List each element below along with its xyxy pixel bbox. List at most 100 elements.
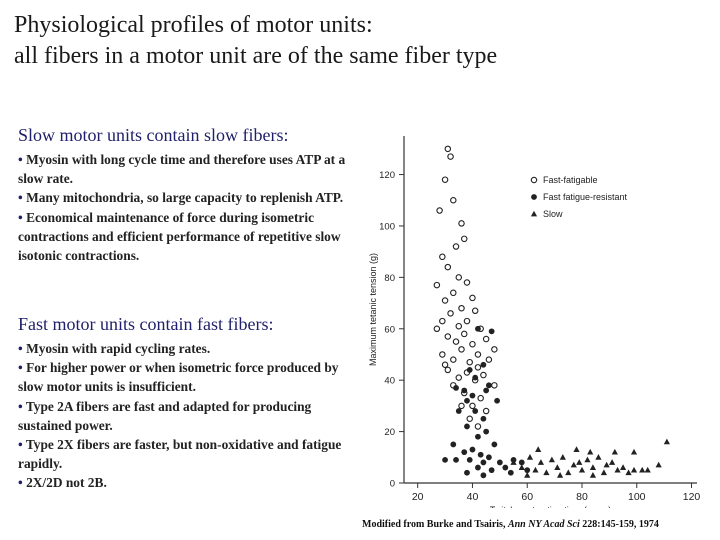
bullet-item: • Type 2X fibers are faster, but non-oxi… bbox=[18, 435, 358, 473]
fast-units-heading: Fast motor units contain fast fibers: bbox=[18, 314, 274, 334]
data-point-filled-circle bbox=[477, 451, 484, 458]
data-point-open-circle bbox=[455, 374, 463, 381]
data-point-filled-circle bbox=[464, 423, 470, 430]
slow-units-heading: Slow motor units contain slow fibers: bbox=[18, 125, 289, 145]
y-tick-label: 20 bbox=[384, 427, 395, 438]
data-point-open-circle bbox=[491, 346, 498, 353]
data-point-filled-triangle bbox=[600, 469, 607, 476]
data-point-filled-triangle bbox=[518, 464, 525, 470]
data-point-filled-circle bbox=[496, 459, 503, 466]
data-point-filled-triangle bbox=[630, 448, 638, 455]
x-tick-label: 40 bbox=[467, 491, 479, 503]
data-point-filled-circle bbox=[461, 387, 468, 394]
data-point-open-circle bbox=[460, 235, 468, 243]
y-tick-label: 0 bbox=[390, 479, 395, 490]
caption-journal: Ann NY Acad Sci bbox=[507, 519, 580, 530]
data-point-filled-circle bbox=[461, 449, 468, 456]
bullet-text: Economical maintenance of force during i… bbox=[18, 209, 341, 264]
bullet-dot-icon: • bbox=[18, 475, 23, 491]
data-point-filled-circle bbox=[480, 472, 487, 479]
data-point-filled-circle bbox=[469, 446, 476, 453]
legend-label: Slow bbox=[543, 209, 563, 219]
data-point-filled-triangle bbox=[559, 453, 566, 460]
data-point-open-circle bbox=[480, 371, 487, 379]
data-point-open-circle bbox=[469, 340, 476, 348]
bullet-dot-icon: • bbox=[18, 398, 23, 414]
data-point-filled-triangle bbox=[639, 466, 646, 473]
bullet-item: • Myosin with rapid cycling rates. bbox=[18, 339, 358, 358]
data-point-filled-circle bbox=[480, 361, 487, 368]
data-point-filled-circle bbox=[455, 408, 462, 414]
data-point-filled-circle bbox=[502, 464, 509, 471]
data-point-filled-triangle bbox=[655, 461, 662, 468]
data-point-open-circle bbox=[436, 207, 443, 214]
data-point-filled-triangle bbox=[556, 471, 564, 478]
data-point-filled-triangle bbox=[614, 466, 621, 473]
x-tick-label: 100 bbox=[628, 491, 646, 503]
bullet-dot-icon: • bbox=[18, 152, 23, 167]
data-point-filled-triangle bbox=[630, 466, 638, 473]
data-point-open-circle bbox=[444, 366, 452, 374]
data-point-filled-circle bbox=[453, 456, 459, 463]
data-point-filled-circle bbox=[475, 433, 481, 440]
slide-title: Physiological profiles of motor units: a… bbox=[14, 10, 714, 72]
data-point-filled-triangle bbox=[644, 466, 651, 473]
data-point-filled-triangle bbox=[537, 459, 545, 465]
data-point-open-circle bbox=[433, 325, 441, 333]
data-point-filled-triangle bbox=[576, 459, 583, 465]
data-point-open-circle bbox=[441, 361, 449, 369]
data-point-filled-circle bbox=[483, 387, 490, 394]
bullet-dot-icon: • bbox=[18, 437, 23, 453]
data-point-open-circle bbox=[450, 356, 457, 363]
data-point-filled-triangle bbox=[619, 464, 627, 470]
data-point-open-circle bbox=[447, 153, 454, 160]
data-point-filled-circle bbox=[518, 459, 525, 466]
data-point-filled-circle bbox=[488, 467, 495, 474]
data-point-filled-circle bbox=[491, 441, 498, 448]
data-point-filled-circle bbox=[472, 374, 479, 381]
data-point-filled-circle bbox=[475, 325, 481, 332]
data-point-filled-circle bbox=[507, 469, 514, 476]
data-point-open-circle bbox=[482, 335, 490, 343]
x-tick-label: 20 bbox=[412, 491, 424, 503]
data-point-filled-circle bbox=[469, 392, 476, 399]
data-point-filled-triangle bbox=[663, 438, 670, 445]
data-point-filled-circle bbox=[480, 415, 487, 422]
slow-units-section: Slow motor units contain slow fibers: • … bbox=[18, 123, 358, 265]
data-point-filled-triangle bbox=[565, 469, 572, 476]
bullet-text: Myosin with long cycle time and therefor… bbox=[18, 152, 346, 187]
data-point-filled-triangle bbox=[526, 453, 534, 460]
data-point-filled-triangle bbox=[589, 464, 597, 470]
y-tick-label: 40 bbox=[384, 376, 395, 387]
y-tick-label: 60 bbox=[384, 324, 395, 335]
data-point-open-circle bbox=[463, 279, 471, 286]
data-point-open-circle bbox=[463, 317, 471, 325]
scatter-chart: 0 20 40 60 80 100 120 20 40 60 80 100 120 Twitch cont… bbox=[368, 136, 700, 508]
data-point-open-circle bbox=[439, 351, 446, 358]
bullet-text: Myosin with rapid cycling rates. bbox=[26, 341, 211, 356]
data-point-filled-circle bbox=[450, 441, 457, 448]
data-point-open-circle bbox=[441, 297, 449, 304]
data-point-filled-triangle bbox=[625, 469, 632, 476]
data-point-filled-circle bbox=[442, 456, 448, 463]
data-point-open-circle bbox=[458, 402, 465, 410]
data-point-filled-triangle bbox=[548, 456, 555, 463]
data-point-filled-circle bbox=[494, 397, 501, 404]
data-point-open-circle bbox=[444, 145, 452, 153]
data-point-filled-triangle bbox=[554, 464, 561, 470]
bullet-text: For higher power or when isometric force… bbox=[18, 360, 339, 395]
figure-caption: Modified from Burke and Tsairis, Ann NY … bbox=[362, 519, 720, 530]
data-point-open-circle bbox=[474, 423, 482, 430]
bullet-text: Type 2X fibers are faster, but non-oxida… bbox=[18, 437, 342, 472]
data-point-filled-triangle bbox=[570, 461, 577, 468]
legend-label: Fast fatigue-resistant bbox=[543, 192, 628, 202]
data-point-open-circle bbox=[452, 338, 460, 345]
data-point-open-circle bbox=[439, 253, 446, 261]
data-point-filled-circle bbox=[483, 428, 490, 435]
data-point-filled-circle bbox=[475, 464, 481, 471]
data-point-filled-triangle bbox=[603, 461, 610, 468]
data-point-open-circle bbox=[485, 356, 493, 363]
data-point-open-circle bbox=[482, 407, 490, 415]
data-point-open-circle bbox=[474, 351, 482, 358]
fast-units-section: Fast motor units contain fast fibers: • … bbox=[18, 312, 358, 493]
